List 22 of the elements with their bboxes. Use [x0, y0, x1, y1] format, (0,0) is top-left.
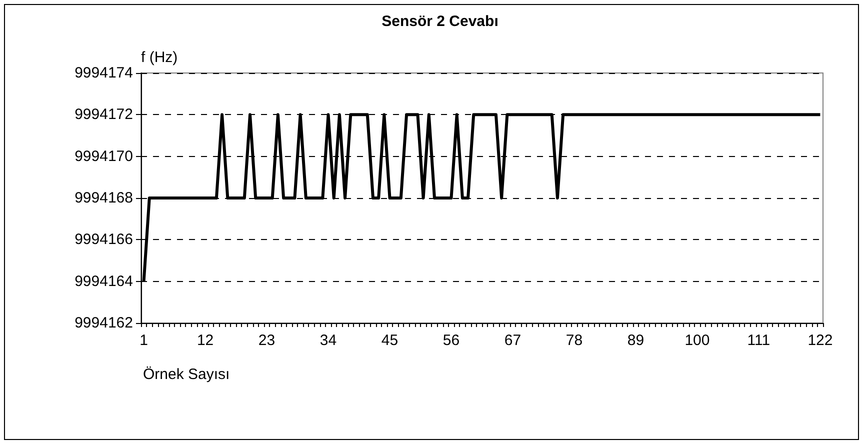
- x-tick-label: 45: [381, 332, 398, 349]
- y-axis-title: f (Hz): [141, 49, 178, 66]
- x-tick-label: 122: [808, 332, 833, 349]
- x-tick-label: 23: [258, 332, 276, 349]
- x-tick-label: 34: [320, 332, 337, 349]
- y-tick-label: 9994174: [74, 64, 133, 82]
- x-axis-title: Örnek Sayısı: [143, 366, 230, 383]
- x-tick-label: 111: [747, 332, 770, 349]
- chart-title: Sensör 2 Cevabı: [382, 13, 498, 30]
- x-tick-label: 56: [442, 332, 460, 349]
- y-tick-label: 9994164: [74, 272, 133, 290]
- x-tick-label: 89: [627, 332, 644, 349]
- y-tick-label: 9994170: [74, 148, 133, 165]
- y-tick-label: 9994172: [74, 106, 133, 124]
- x-tick-label: 1: [140, 332, 148, 349]
- x-tick-label: 78: [566, 332, 583, 349]
- y-tick-label: 9994166: [74, 231, 133, 248]
- y-tick-label: 9994162: [74, 314, 133, 332]
- x-tick-label: 12: [196, 332, 214, 349]
- x-tick-label: 100: [684, 332, 710, 349]
- x-tick-label: 67: [504, 332, 522, 349]
- y-tick-label: 9994168: [74, 190, 133, 206]
